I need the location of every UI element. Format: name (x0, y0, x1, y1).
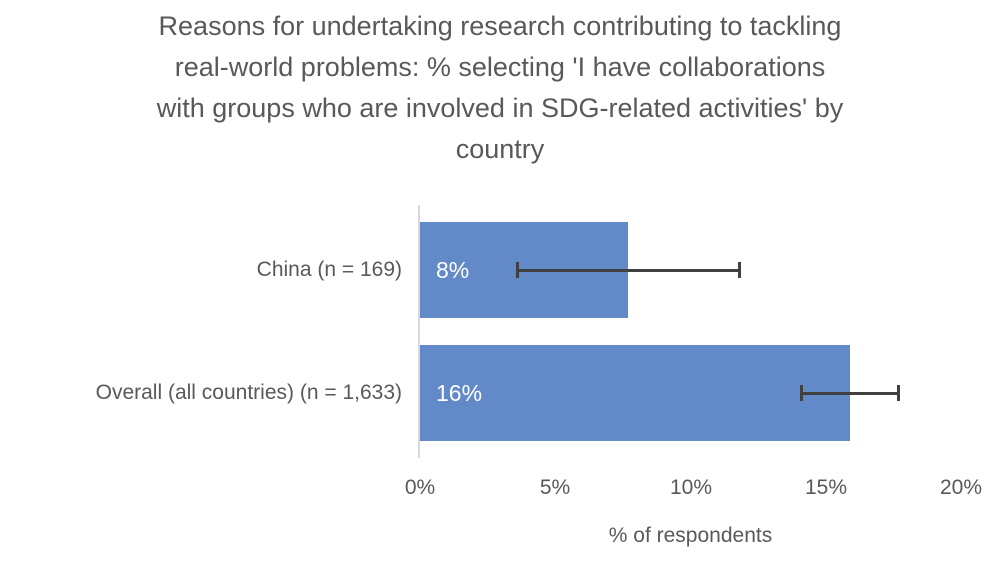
x-tick-3: 15% (804, 476, 848, 499)
category-label-1: Overall (all countries) (n = 1,633) (95, 381, 402, 404)
data-label-0: 8% (436, 256, 470, 283)
category-axis-labels: China (n = 169) Overall (all countries) (… (0, 208, 402, 455)
error-bar-1 (801, 392, 898, 395)
data-label-1: 16% (436, 379, 483, 406)
chart-title: Reasons for undertaking research contrib… (156, 11, 844, 164)
x-axis-tick-labels: 0% 5% 10% 15% 20% (405, 476, 982, 502)
x-tick-2: 10% (669, 476, 713, 499)
error-bar-0-low-cap (516, 262, 519, 278)
x-tick-1: 5% (539, 476, 571, 499)
error-bar-1-high-cap (897, 385, 900, 401)
plot-area: 8% 16% (418, 205, 961, 458)
error-bar-0 (517, 269, 739, 272)
bar-1: 16% (420, 345, 850, 441)
error-bar-1-low-cap (800, 385, 803, 401)
x-tick-4: 20% (939, 476, 983, 499)
error-bar-0-high-cap (738, 262, 741, 278)
category-label-0: China (n = 169) (256, 258, 402, 281)
x-tick-0: 0% (404, 476, 436, 499)
x-axis-title: % of respondents (608, 524, 773, 547)
category-axis-line (418, 205, 420, 458)
